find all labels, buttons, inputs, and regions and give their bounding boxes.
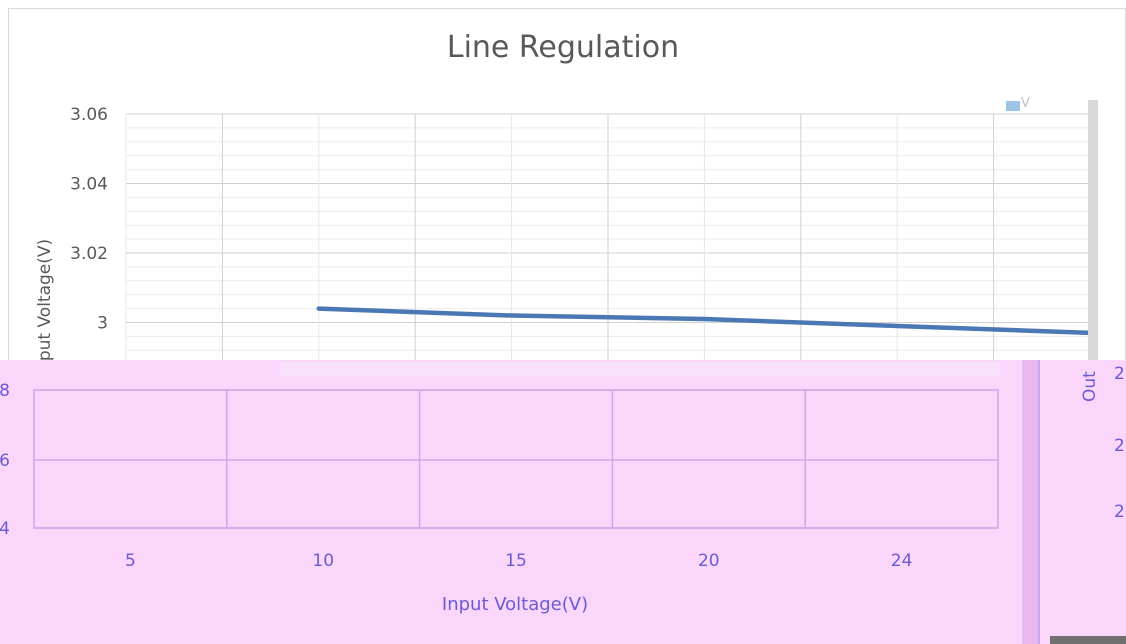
legend-swatch (1006, 101, 1020, 111)
overlay-chart-panel: 8 6 4 5 10 15 20 24 Input Voltage(V) (0, 360, 1126, 644)
y-tick-label: 3 (97, 314, 108, 334)
chart-title: Line Regulation (446, 30, 680, 65)
side-panel-scrollbar[interactable] (1050, 636, 1126, 644)
side-tick: 2 (1114, 436, 1125, 456)
gridlines (125, 113, 1091, 393)
y-axis-title: put Voltage(V) (35, 239, 55, 361)
overlay-y-tick-label: 6 (0, 451, 10, 471)
x-tick-label: 10 (312, 551, 334, 571)
side-tick: 2 (1114, 364, 1125, 384)
overlay-y-tick-label: 8 (0, 381, 10, 401)
overlay-remnant (280, 362, 1000, 376)
vertical-scrollbar[interactable] (1088, 100, 1098, 362)
overlay-plot: 8 6 4 5 10 15 20 24 Input Voltage(V) (0, 362, 1000, 615)
x-axis-title: Input Voltage(V) (442, 594, 588, 615)
y-axis-ticks: 3 3.02 3.04 3.06 (70, 105, 108, 334)
x-tick-label: 15 (505, 551, 527, 571)
x-axis-ticks: 5 10 15 20 24 (125, 551, 912, 571)
y-tick-label: 3.06 (70, 105, 108, 125)
overlay-y-ticks: 8 6 4 (0, 381, 10, 539)
side-chart-panel: Out 2 2 2 (1038, 360, 1126, 644)
legend-label: V (1021, 96, 1030, 111)
side-tick: 2 (1114, 502, 1125, 522)
overlay-plot-frame (33, 389, 999, 529)
x-tick-label: 24 (891, 551, 913, 571)
x-tick-label: 20 (698, 551, 720, 571)
chart-frame (8, 8, 1126, 368)
side-axis-label: Out (1080, 371, 1100, 402)
right-divider-strip (1022, 360, 1038, 644)
x-tick-label: 5 (125, 551, 136, 571)
y-tick-label: 3.02 (70, 244, 108, 264)
y-tick-label: 3.04 (70, 175, 108, 195)
overlay-y-tick-label: 4 (0, 519, 10, 539)
overlay-gridlines (33, 362, 1000, 529)
